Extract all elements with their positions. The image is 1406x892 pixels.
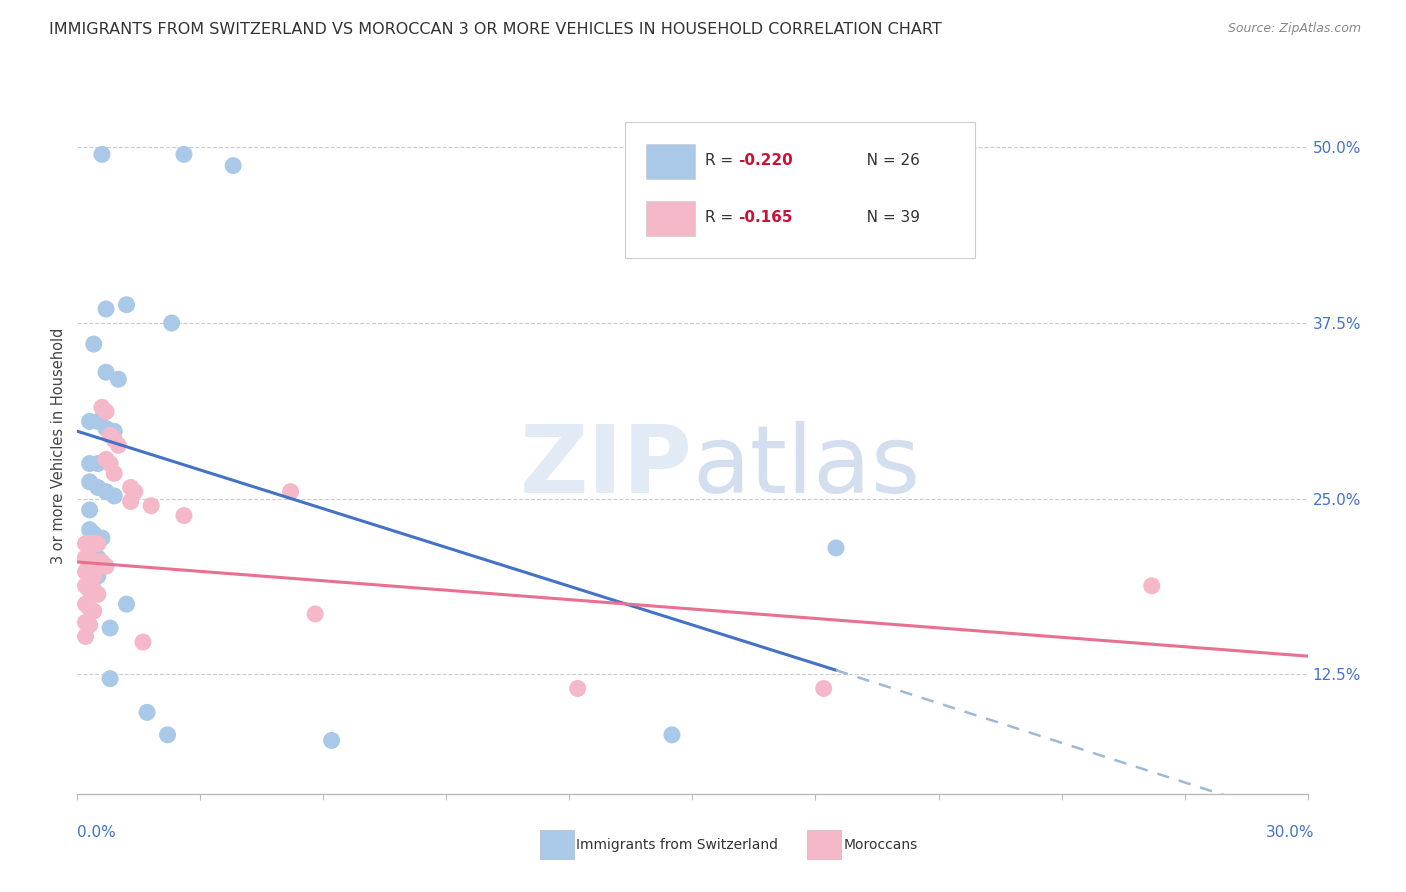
Point — [1140, 579, 1163, 593]
Point — [98, 672, 121, 686]
Point — [79, 550, 101, 565]
Point — [75, 565, 97, 579]
Point — [79, 503, 101, 517]
Point — [120, 494, 142, 508]
Point — [132, 635, 155, 649]
Point — [661, 728, 683, 742]
Point — [75, 630, 97, 644]
Point — [173, 508, 195, 523]
Point — [107, 438, 129, 452]
Point — [115, 298, 138, 312]
Point — [141, 499, 163, 513]
Point — [280, 484, 302, 499]
Text: N = 39: N = 39 — [852, 211, 921, 226]
Text: IMMIGRANTS FROM SWITZERLAND VS MOROCCAN 3 OR MORE VEHICLES IN HOUSEHOLD CORRELAT: IMMIGRANTS FROM SWITZERLAND VS MOROCCAN … — [49, 22, 942, 37]
Point — [304, 607, 326, 621]
Point — [94, 452, 117, 467]
Point — [79, 583, 101, 598]
Point — [98, 457, 121, 471]
Point — [83, 337, 105, 351]
Point — [94, 365, 117, 379]
Point — [107, 372, 129, 386]
Point — [103, 489, 125, 503]
Point — [156, 728, 179, 742]
Point — [94, 421, 117, 435]
Point — [79, 565, 101, 579]
Point — [98, 428, 121, 442]
Point — [83, 526, 105, 541]
Point — [79, 414, 101, 428]
Text: 0.0%: 0.0% — [77, 825, 117, 840]
Point — [87, 550, 110, 565]
Point — [75, 615, 97, 630]
Point — [79, 601, 101, 615]
Point — [103, 433, 125, 447]
Point — [173, 147, 195, 161]
Point — [120, 480, 142, 494]
FancyBboxPatch shape — [624, 122, 976, 258]
Point — [79, 583, 101, 598]
Point — [94, 484, 117, 499]
Point — [94, 559, 117, 574]
Text: Moroccans: Moroccans — [844, 838, 918, 852]
Point — [94, 301, 117, 316]
Text: R =: R = — [704, 211, 738, 226]
Point — [75, 537, 97, 551]
Point — [87, 480, 110, 494]
Point — [321, 733, 343, 747]
Point — [87, 457, 110, 471]
Point — [98, 621, 121, 635]
Point — [567, 681, 589, 696]
Point — [136, 706, 159, 720]
Point — [79, 545, 101, 559]
Text: -0.220: -0.220 — [738, 153, 793, 169]
Point — [87, 537, 110, 551]
Point — [90, 531, 114, 545]
Text: -0.165: -0.165 — [738, 211, 793, 226]
Point — [103, 424, 125, 438]
Point — [87, 569, 110, 583]
Point — [90, 555, 114, 569]
Text: ZIP: ZIP — [520, 421, 693, 513]
Point — [79, 565, 101, 579]
Point — [222, 159, 245, 173]
Point — [83, 604, 105, 618]
Text: Immigrants from Switzerland: Immigrants from Switzerland — [576, 838, 779, 852]
Point — [83, 537, 105, 551]
FancyBboxPatch shape — [645, 144, 695, 178]
Text: Source: ZipAtlas.com: Source: ZipAtlas.com — [1227, 22, 1361, 36]
Text: 30.0%: 30.0% — [1267, 825, 1315, 840]
Y-axis label: 3 or more Vehicles in Household: 3 or more Vehicles in Household — [51, 328, 66, 564]
Point — [87, 555, 110, 569]
FancyBboxPatch shape — [645, 201, 695, 235]
Point — [75, 597, 97, 611]
Point — [83, 569, 105, 583]
Text: atlas: atlas — [693, 421, 921, 513]
Text: N = 26: N = 26 — [852, 153, 921, 169]
Point — [79, 537, 101, 551]
Point — [79, 523, 101, 537]
Point — [90, 401, 114, 415]
Point — [103, 467, 125, 481]
Point — [160, 316, 183, 330]
Text: R =: R = — [704, 153, 738, 169]
Point — [87, 414, 110, 428]
Point — [90, 147, 114, 161]
Point — [124, 484, 146, 499]
Point — [79, 457, 101, 471]
Point — [825, 541, 848, 555]
Point — [83, 555, 105, 569]
Point — [115, 597, 138, 611]
Point — [83, 583, 105, 598]
Point — [75, 579, 97, 593]
Point — [79, 618, 101, 632]
Point — [94, 404, 117, 418]
Point — [79, 475, 101, 489]
Point — [87, 587, 110, 601]
Point — [75, 550, 97, 565]
Point — [813, 681, 835, 696]
